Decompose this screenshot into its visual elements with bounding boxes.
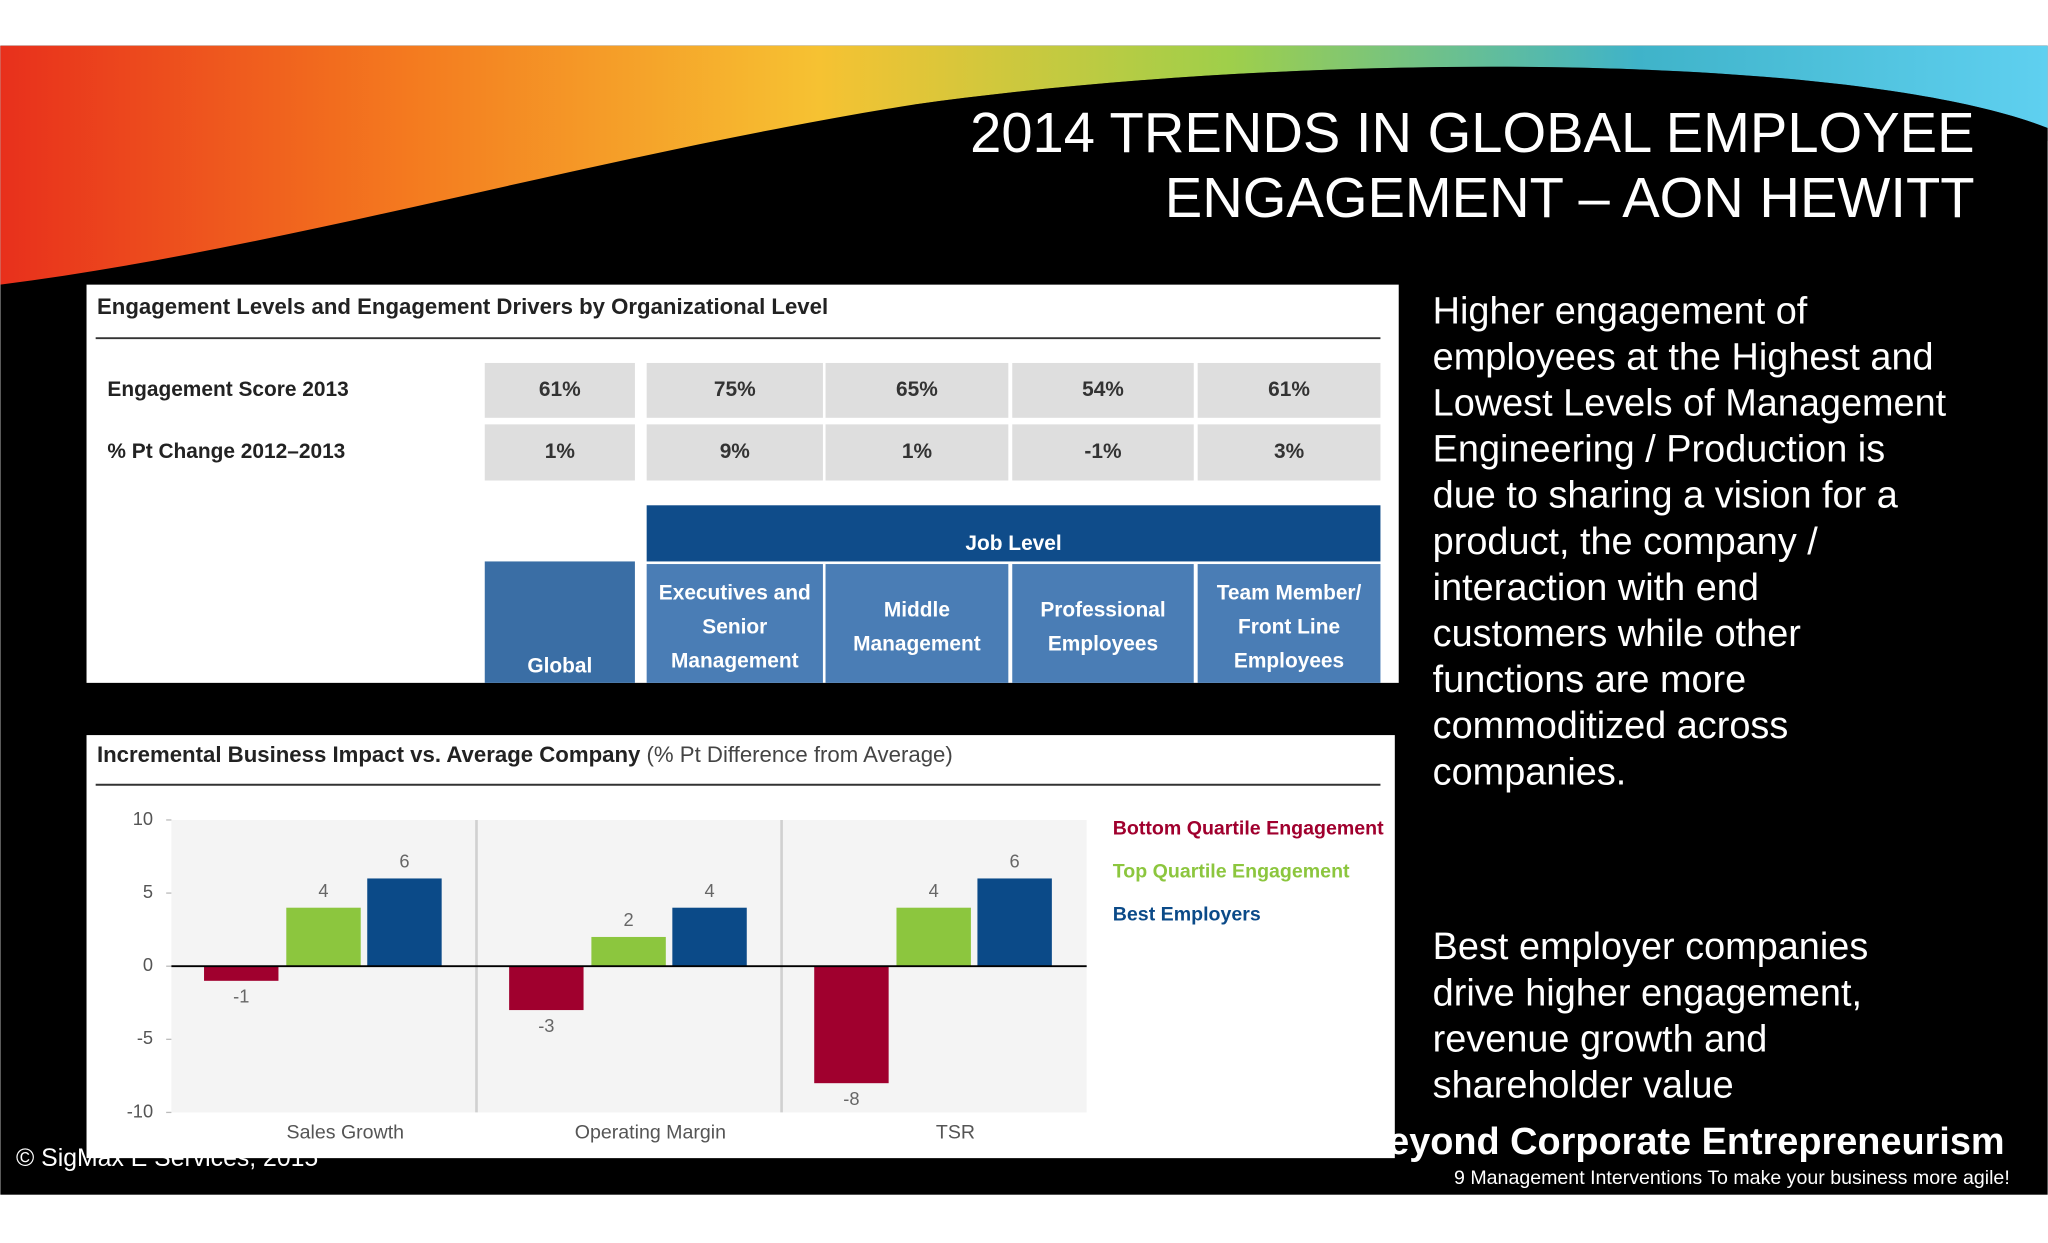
group-header: Job Level	[965, 532, 1061, 555]
chart-subtitle: (% Pt Difference from Average)	[647, 742, 953, 767]
footer-title: Beyond Corporate Entrepreneurism	[1361, 1121, 2005, 1163]
table-cell	[1012, 424, 1194, 481]
cell-value: 9%	[720, 440, 751, 463]
column-header-cell	[484, 561, 635, 683]
x-tick-label: Operating Margin	[575, 1121, 726, 1143]
y-tick-label: -5	[137, 1027, 153, 1048]
legend-entry: Best Employers	[1113, 903, 1261, 925]
cell-value: 61%	[1268, 378, 1310, 401]
cell-value: 1%	[545, 440, 576, 463]
row-label: Engagement Score 2013	[107, 378, 348, 401]
column-header: Employees	[1048, 633, 1158, 656]
y-tick-label: 10	[133, 808, 153, 829]
body-text: customers while other	[1433, 613, 1801, 655]
swoosh-shadow	[914, 66, 2048, 142]
group-header-cell	[646, 505, 1381, 562]
body-text: shareholder value	[1433, 1064, 1734, 1106]
value-label: 4	[318, 880, 328, 901]
x-tick-label: TSR	[936, 1121, 975, 1143]
cell-value: 65%	[896, 378, 938, 401]
value-label: -3	[538, 1015, 554, 1036]
chart-title-text: Incremental Business Impact vs. Average …	[97, 742, 641, 767]
body-text: Higher engagement of	[1433, 290, 1808, 332]
bar	[814, 966, 889, 1084]
column-header-cell	[646, 564, 823, 683]
column-header: Global	[527, 655, 592, 678]
column-header: Executives and	[659, 582, 811, 605]
legend-entry: Bottom Quartile Engagement	[1113, 817, 1384, 839]
body-text: Engineering / Production is	[1433, 429, 1885, 471]
cell-value: 54%	[1082, 378, 1124, 401]
body-text: due to sharing a vision for a	[1433, 475, 1899, 517]
value-label: 2	[624, 909, 634, 930]
body-text: revenue growth and	[1433, 1018, 1768, 1060]
column-header-cell	[1197, 564, 1381, 683]
column-header: Employees	[1234, 649, 1344, 672]
table-cell	[825, 362, 1009, 418]
bar	[977, 878, 1052, 967]
table-cell	[825, 424, 1009, 481]
body-text: drive higher engagement,	[1433, 972, 1862, 1014]
bar	[509, 966, 584, 1011]
table-cell	[1012, 362, 1194, 418]
row-label: % Pt Change 2012–2013	[107, 440, 345, 463]
bar	[672, 907, 747, 967]
table-cell	[646, 362, 823, 418]
value-label: 4	[704, 880, 714, 901]
body-text: companies.	[1433, 751, 1627, 793]
y-tick-label: 5	[143, 881, 153, 902]
bar	[367, 878, 442, 967]
value-label: -8	[843, 1088, 859, 1109]
cell-value: -1%	[1084, 440, 1122, 463]
body-text: Best employer companies	[1433, 926, 1869, 968]
value-label: -1	[233, 986, 249, 1007]
table-cell	[484, 362, 635, 418]
column-header: Management	[671, 649, 799, 672]
legend-entry: Top Quartile Engagement	[1113, 860, 1350, 882]
table-title: Engagement Levels and Engagement Drivers…	[97, 294, 828, 319]
table-cell	[1197, 362, 1381, 418]
body-text: functions are more	[1433, 659, 1747, 701]
y-tick-label: 0	[143, 954, 153, 975]
footer-subtitle: 9 Management Interventions To make your …	[1454, 1167, 2010, 1189]
column-header: Middle	[884, 599, 950, 622]
cell-value: 75%	[714, 378, 756, 401]
table-cell	[646, 424, 823, 481]
column-header: Front Line	[1238, 616, 1340, 639]
column-header-cell	[1012, 564, 1194, 683]
value-label: 6	[399, 851, 409, 872]
x-tick-label: Sales Growth	[287, 1121, 405, 1143]
cell-value: 61%	[539, 378, 581, 401]
chart-title: Incremental Business Impact vs. Average …	[97, 742, 953, 767]
body-text: product, the company /	[1433, 521, 1819, 563]
column-header: Senior	[702, 616, 767, 639]
slide-title: ENGAGEMENT – AON HEWITT	[1165, 166, 1975, 229]
bar	[286, 907, 361, 967]
swoosh	[0, 45, 2048, 285]
y-tick-label: -10	[127, 1100, 153, 1121]
table-cell	[1197, 424, 1381, 481]
body-text: interaction with end	[1433, 567, 1759, 609]
bar	[204, 966, 279, 981]
value-label: 6	[1010, 851, 1020, 872]
column-header: Team Member/	[1217, 582, 1362, 605]
column-header-cell	[825, 564, 1009, 683]
column-header: Professional	[1040, 599, 1165, 622]
value-label: 4	[929, 880, 939, 901]
body-text: employees at the Highest and	[1433, 336, 1934, 378]
body-text: Lowest Levels of Management	[1433, 383, 1947, 425]
slide-title: 2014 TRENDS IN GLOBAL EMPLOYEE	[970, 101, 1974, 164]
bar	[591, 936, 666, 967]
cell-value: 1%	[902, 440, 933, 463]
column-header: Management	[853, 633, 981, 656]
table-cell	[484, 424, 635, 481]
cell-value: 3%	[1274, 440, 1305, 463]
bar	[896, 907, 971, 967]
body-text: commoditized across	[1433, 705, 1789, 747]
